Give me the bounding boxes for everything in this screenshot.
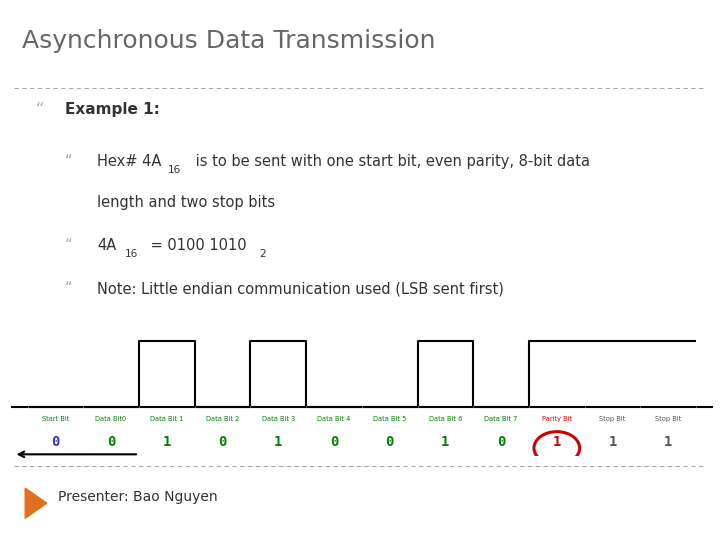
Text: Data Bit 6: Data Bit 6	[428, 416, 462, 422]
Text: 0: 0	[218, 435, 227, 449]
Text: Parity Bit: Parity Bit	[541, 416, 572, 422]
Text: Stop Bit: Stop Bit	[599, 416, 626, 422]
Text: 0: 0	[330, 435, 338, 449]
Text: Stop Bit: Stop Bit	[655, 416, 681, 422]
Text: 1: 1	[274, 435, 282, 449]
Text: Data Bit 5: Data Bit 5	[373, 416, 406, 422]
Text: 4A: 4A	[97, 238, 117, 253]
Text: Hex# 4A: Hex# 4A	[97, 154, 161, 170]
Text: 0: 0	[51, 435, 60, 449]
Text: 16: 16	[168, 165, 181, 174]
Text: Data Bit 7: Data Bit 7	[485, 416, 518, 422]
Text: is to be sent with one start bit, even parity, 8-bit data: is to be sent with one start bit, even p…	[191, 154, 590, 170]
Text: 1: 1	[163, 435, 171, 449]
Text: Note: Little endian communication used (LSB sent first): Note: Little endian communication used (…	[97, 281, 504, 296]
Text: “: “	[65, 238, 72, 253]
Text: 1: 1	[441, 435, 449, 449]
Text: 0: 0	[497, 435, 505, 449]
Text: Data Bit 3: Data Bit 3	[261, 416, 295, 422]
Text: 0: 0	[107, 435, 115, 449]
Text: 0: 0	[385, 435, 394, 449]
Text: “: “	[65, 154, 72, 170]
Text: 2: 2	[259, 248, 266, 259]
Text: Data Bit0: Data Bit0	[96, 416, 127, 422]
Text: 1: 1	[553, 435, 561, 449]
Text: Data Bit 2: Data Bit 2	[206, 416, 239, 422]
Text: “: “	[65, 281, 72, 296]
Text: “: “	[36, 102, 45, 117]
Text: Example 1:: Example 1:	[65, 102, 160, 117]
Polygon shape	[25, 488, 47, 518]
Text: Presenter: Bao Nguyen: Presenter: Bao Nguyen	[58, 490, 217, 504]
Text: 1: 1	[664, 435, 672, 449]
Text: 1: 1	[608, 435, 617, 449]
Text: Data Bit 1: Data Bit 1	[150, 416, 184, 422]
Text: = 0100 1010: = 0100 1010	[146, 238, 247, 253]
Text: 16: 16	[125, 248, 138, 259]
Text: length and two stop bits: length and two stop bits	[97, 195, 275, 210]
Text: Asynchronous Data Transmission: Asynchronous Data Transmission	[22, 29, 435, 53]
Text: Data Bit 4: Data Bit 4	[318, 416, 351, 422]
Text: Start Bit: Start Bit	[42, 416, 69, 422]
